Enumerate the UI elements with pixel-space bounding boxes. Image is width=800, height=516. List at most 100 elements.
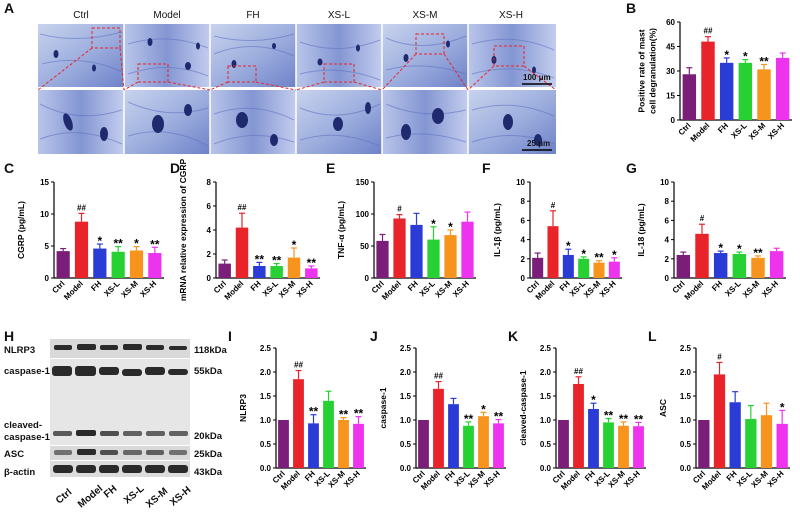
bar-xs-m xyxy=(129,250,144,278)
x-tick-label: XS-L xyxy=(729,121,748,140)
significance-mark: * xyxy=(743,50,748,64)
panel-letter-j: J xyxy=(370,328,378,344)
y-tick-label: 100 xyxy=(356,210,370,219)
bar-xs-m xyxy=(287,257,301,278)
panel-letter-f: F xyxy=(482,160,491,176)
x-tick-label: XS-H xyxy=(622,469,642,489)
bar-xs-m xyxy=(338,420,349,468)
y-tick-label: 8 xyxy=(207,178,212,187)
micrograph-title-xs-h: XS-H xyxy=(499,10,523,21)
y-axis-label: IL-18 (pg/mL) xyxy=(636,203,646,257)
y-tick-label: 0 xyxy=(665,274,670,283)
y-tick-label: 1.5 xyxy=(680,392,692,401)
significance-mark: ** xyxy=(113,237,123,251)
bar-xs-m xyxy=(593,262,605,278)
y-axis-label: NLRP3 xyxy=(238,394,248,422)
y-tick-label: 0.5 xyxy=(540,440,552,449)
significance-mark: * xyxy=(566,239,571,253)
bar-ctrl xyxy=(376,240,389,278)
x-tick-label: XS-M xyxy=(749,469,770,490)
y-tick-label: 0.0 xyxy=(680,464,692,473)
significance-mark: ## xyxy=(294,361,303,370)
y-axis-label: TNF-α (pg/mL) xyxy=(336,201,346,259)
bar-xs-m xyxy=(444,235,457,278)
bar-ctrl xyxy=(558,420,569,468)
blot-label-asc: ASC xyxy=(4,449,25,460)
scale-bar-100um: 100 μm xyxy=(523,73,551,82)
significance-mark: ** xyxy=(759,54,769,68)
y-axis-label: cleaved-caspase-1 xyxy=(518,370,528,445)
x-tick-label: XS-H xyxy=(342,469,362,489)
panel-letter-k: K xyxy=(508,328,519,344)
micrograph-title-xs-l: XS-L xyxy=(327,10,351,21)
y-tick-label: 0 xyxy=(207,274,212,283)
micrograph-title-xs-m: XS-M xyxy=(412,10,438,21)
bar-xs-l xyxy=(427,239,440,278)
y-tick-label: 60 xyxy=(666,18,675,27)
x-tick-label: Model xyxy=(683,279,706,302)
bar-xs-h xyxy=(493,423,504,468)
significance-mark: ## xyxy=(77,203,86,212)
bar-model xyxy=(433,388,444,468)
x-tick-label: XS-L xyxy=(102,279,121,298)
y-tick-label: 1.5 xyxy=(540,392,552,401)
chart-b-degranulation: 0 15 30 45 60 Positive rate of mast cell degra… xyxy=(636,10,796,160)
bar-fh xyxy=(713,253,728,278)
bar-model xyxy=(573,384,584,468)
x-tick-label: XS-L xyxy=(418,279,437,298)
significance-mark: ** xyxy=(753,246,763,260)
y-tick-label: 6 xyxy=(665,216,670,225)
bar-model xyxy=(235,227,249,278)
x-tick-label: Model xyxy=(62,279,85,302)
chart-e-tnf: 0 50 100 150 TNF-α (pg/mL) Ctrl # Model FH * XS-L *… xyxy=(330,170,480,318)
y-axis-label: ASC xyxy=(658,399,668,417)
x-tick-label: FH xyxy=(716,121,730,135)
y-tick-label: 5 xyxy=(45,242,50,251)
bar-model xyxy=(293,379,304,468)
blot-label-cleaved-caspase1: cleaved- caspase-1 xyxy=(4,420,50,443)
micrograph-title-model: Model xyxy=(153,10,181,21)
y-tick-label: 45 xyxy=(666,43,675,52)
panel-letter-h: H xyxy=(4,328,15,344)
y-tick-label: 150 xyxy=(356,178,370,187)
bar-xs-m xyxy=(618,425,629,468)
panel-letter-g: G xyxy=(626,160,637,176)
significance-mark: ** xyxy=(594,251,604,265)
bar-xs-l xyxy=(603,422,614,468)
y-tick-label: 2.0 xyxy=(540,368,552,377)
chart-c-cgrp: 0 5 10 15 CGRP (pg/mL) Ctrl ## Model * FH ** XS-L * X… xyxy=(10,170,168,318)
y-tick-label: 30 xyxy=(666,67,675,76)
x-tick-label: XS-M xyxy=(747,121,768,142)
y-tick-label: 0.0 xyxy=(540,464,552,473)
y-tick-label: 1.0 xyxy=(680,416,692,425)
bar-fh xyxy=(719,62,734,120)
kda-label-118: 118kDa xyxy=(194,345,227,356)
y-tick-label: 2.0 xyxy=(680,368,692,377)
y-axis-label: CGRP (pg/mL) xyxy=(16,201,26,259)
significance-mark: * xyxy=(431,217,436,231)
y-tick-label: 4 xyxy=(207,226,212,235)
bar-fh xyxy=(308,423,319,468)
significance-mark: ** xyxy=(464,412,474,426)
y-tick-label: 0.0 xyxy=(260,464,272,473)
scale-bar-25um: 25 μm xyxy=(527,139,551,148)
panel-letter-l: L xyxy=(648,328,657,344)
x-tick-label: XS-L xyxy=(723,279,742,298)
x-tick-label: XS-M xyxy=(277,279,298,300)
panel-letter-i: I xyxy=(228,328,232,344)
panel-letter-d: D xyxy=(170,160,181,176)
x-tick-label: XS-M xyxy=(119,279,140,300)
chart-j-caspase1: 0.0 0.5 1.0 1.5 2.0 2.5 caspase-1 Ctrl ## Model FH… xyxy=(372,336,510,508)
chart-g-il18: 0 2 4 6 8 10 IL-18 (pg/mL) Ctrl # Model * FH * XS-L **… xyxy=(630,170,790,318)
significance-mark: ** xyxy=(307,256,317,270)
significance-mark: * xyxy=(612,248,617,262)
y-tick-label: 8 xyxy=(665,197,670,206)
x-tick-label: FH xyxy=(89,279,103,293)
significance-mark: ## xyxy=(238,203,247,212)
significance-mark: * xyxy=(737,242,742,256)
y-tick-label: 1.0 xyxy=(540,416,552,425)
bar-fh xyxy=(448,404,459,468)
y-axis-label: mRNA relative expression of CGRP xyxy=(178,159,188,302)
bar-xs-h xyxy=(461,221,474,278)
bar-xs-h xyxy=(305,268,318,278)
